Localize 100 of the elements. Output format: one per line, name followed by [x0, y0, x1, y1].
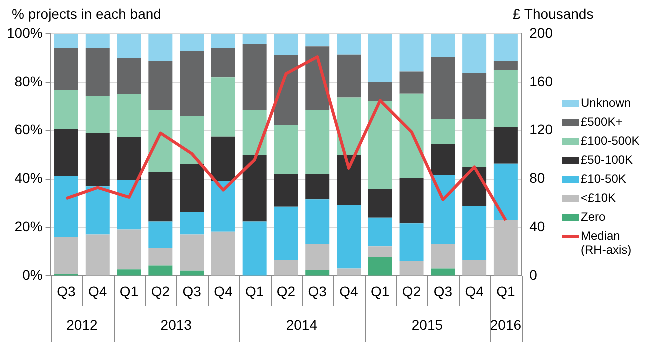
y2-axis-title: £ Thousands [513, 6, 594, 22]
bar [180, 34, 204, 52]
bar [462, 34, 487, 73]
x-tick-label: Q1 [120, 283, 139, 300]
bar [306, 244, 330, 270]
bar [211, 34, 236, 48]
legend-label: £10-50K [581, 172, 628, 186]
bar [462, 260, 487, 276]
bar [117, 230, 142, 270]
bar [494, 34, 518, 62]
bar [180, 164, 204, 212]
bar [400, 224, 424, 262]
bar [431, 268, 456, 276]
legend-label: Zero [581, 210, 607, 224]
x-tick-label: Q1 [245, 283, 264, 300]
bar [148, 222, 173, 248]
x-tick-label: Q4 [88, 283, 108, 300]
legend-label: <£10K [581, 191, 618, 205]
bar [148, 34, 173, 62]
bar [54, 129, 78, 176]
x-tick-label: Q3 [308, 283, 328, 300]
legend-label: Median (RH-axis) [581, 229, 633, 257]
bar [368, 189, 392, 218]
text: 2014 [286, 317, 318, 334]
bar [274, 206, 298, 260]
bar [337, 268, 361, 276]
bar [494, 127, 518, 164]
bar [54, 237, 78, 274]
bar [54, 176, 78, 238]
bar [431, 244, 456, 269]
bar [274, 260, 298, 276]
bar [400, 261, 424, 276]
bar [494, 61, 518, 70]
x-tick-label: Q3 [434, 283, 453, 300]
x-tick-label: Q2 [151, 283, 170, 300]
legend-label: £50-100K [581, 153, 634, 167]
bar [400, 94, 424, 178]
bar [54, 48, 78, 90]
bar [431, 174, 456, 244]
bar [86, 96, 110, 134]
bar [117, 58, 142, 94]
bar [431, 57, 456, 120]
text: 2016 [490, 317, 522, 334]
x-tick-label: Q2 [402, 283, 422, 300]
bar [337, 34, 361, 55]
bar [86, 186, 110, 235]
x-tick-label: Q4 [340, 283, 359, 300]
bar [180, 234, 204, 271]
y-tick-label: 80% [14, 73, 43, 90]
bar [148, 266, 173, 276]
bar [86, 234, 110, 276]
legend-label: Unknown [581, 96, 632, 110]
bar [242, 222, 267, 276]
bar [337, 205, 361, 269]
bar [274, 125, 298, 174]
bar [400, 178, 424, 224]
bar [494, 70, 518, 128]
bar [462, 206, 487, 260]
x-tick-label: Q1 [371, 283, 390, 300]
bar [54, 90, 78, 130]
bar [368, 218, 392, 247]
bar [242, 110, 267, 156]
bar [117, 34, 142, 58]
legend-label: £100-500K [581, 134, 641, 148]
bar [274, 174, 298, 207]
y2-tick-label: 160 [530, 73, 554, 90]
bar [86, 133, 110, 187]
bar [306, 34, 330, 47]
bar [431, 34, 456, 58]
y-tick-label: 20% [14, 218, 43, 235]
bar [368, 34, 392, 82]
bar [211, 181, 236, 232]
bar [86, 48, 110, 96]
bar [337, 54, 361, 98]
bar [337, 98, 361, 156]
bar [337, 155, 361, 206]
bar [274, 55, 298, 126]
x-tick-label: Q2 [276, 283, 296, 300]
bar [462, 72, 487, 120]
bar [242, 44, 267, 110]
bar [400, 72, 424, 94]
y2-tick-label: 40 [530, 218, 546, 235]
y2-tick-label: 80 [530, 170, 546, 186]
y-tick-label: 0% [22, 267, 43, 284]
bar [400, 34, 424, 72]
bar [180, 270, 204, 276]
bar [368, 82, 392, 102]
bar [180, 212, 204, 235]
bar [148, 110, 173, 172]
bar [54, 34, 78, 49]
bar [368, 246, 392, 258]
bar [117, 180, 142, 230]
bar [242, 34, 267, 44]
bar [117, 137, 142, 180]
bar [211, 78, 236, 137]
bar [86, 34, 110, 48]
text: 2012 [66, 317, 98, 334]
bar [431, 144, 456, 175]
bar [431, 119, 456, 144]
bar [242, 155, 267, 222]
